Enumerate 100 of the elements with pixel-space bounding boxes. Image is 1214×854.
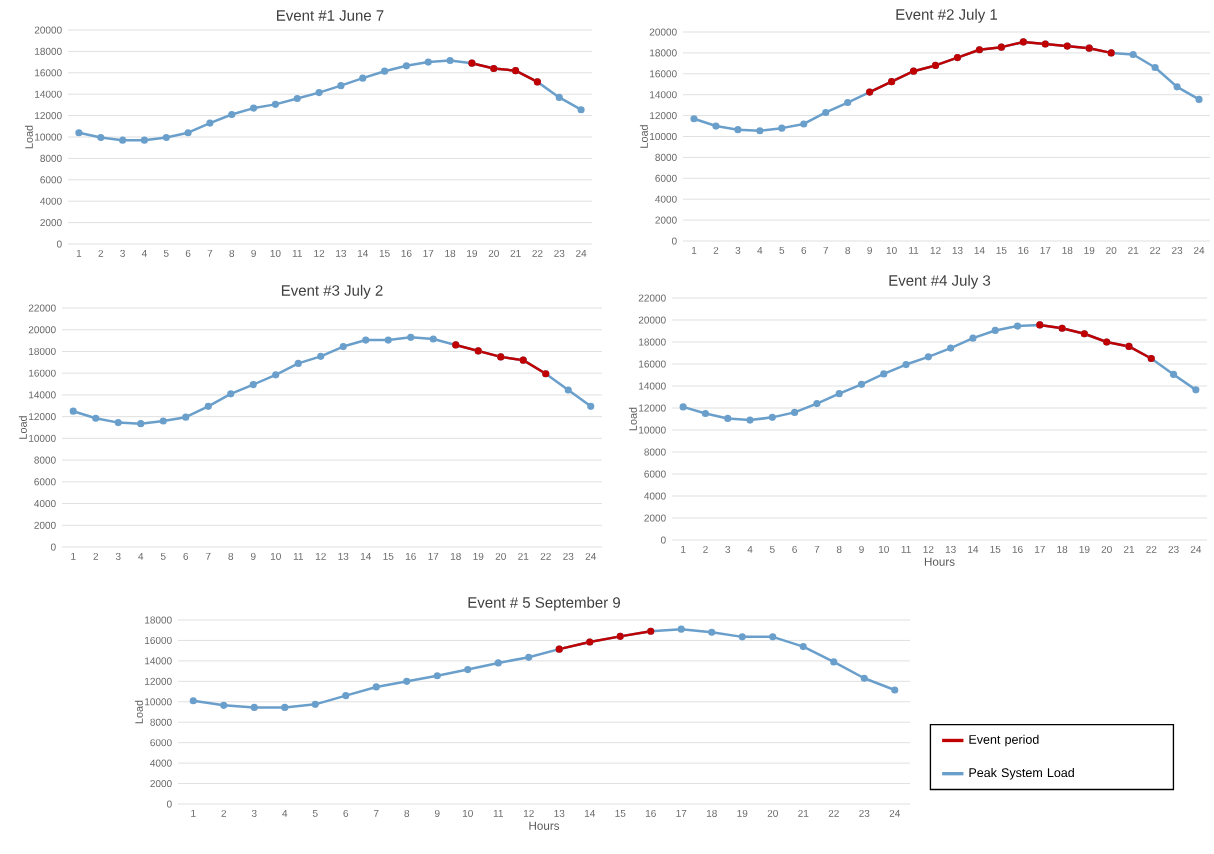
point <box>778 124 786 132</box>
point <box>446 56 454 65</box>
y-tick-label: 8000 <box>34 456 56 464</box>
x-tick-label: 11 <box>909 246 919 254</box>
point <box>372 683 380 691</box>
y-tick-label: 18000 <box>650 49 677 57</box>
point <box>902 360 910 369</box>
point <box>359 74 367 82</box>
y-tick-label: 12000 <box>29 413 56 421</box>
y-tick-label: 14000 <box>650 91 677 99</box>
x-tick-label: 9 <box>250 552 256 560</box>
point <box>424 58 432 66</box>
y-tick-label: 14000 <box>35 90 62 98</box>
y-tick-label: 20000 <box>34 26 62 34</box>
x-tick-label: 17 <box>676 809 687 817</box>
x-tick-label: 18 <box>706 809 717 817</box>
x-tick-label: 22 <box>1150 246 1161 254</box>
point <box>1169 370 1178 379</box>
point <box>189 697 197 705</box>
x-tick-label: 7 <box>374 809 379 817</box>
x-tick-label: 14 <box>360 552 372 560</box>
point <box>844 98 852 107</box>
point <box>1173 83 1181 91</box>
x-tick-label: 13 <box>336 249 347 257</box>
x-tick-label: 3 <box>120 249 125 257</box>
x-tick-label: 13 <box>945 545 956 553</box>
y-tick-label: 12000 <box>639 404 666 412</box>
point <box>294 359 302 367</box>
x-tick-label: 10 <box>878 545 889 553</box>
x-tick-label: 21 <box>1128 246 1139 254</box>
y-tick-label: 18000 <box>29 347 56 355</box>
x-tick-label: 5 <box>769 545 775 553</box>
x-tick-label: 4 <box>747 545 753 553</box>
y-tick-label: 2000 <box>40 219 62 227</box>
point <box>464 666 472 674</box>
point <box>114 419 122 427</box>
y-tick-label: 8000 <box>150 718 172 726</box>
point <box>712 122 720 130</box>
point <box>564 386 572 394</box>
point <box>857 380 866 388</box>
y-tick-label: 0 <box>660 536 666 544</box>
x-tick-label: 1 <box>71 552 76 560</box>
point <box>337 82 345 90</box>
chart-title: Event #2 July 1 <box>896 8 998 23</box>
y-tick-label: 4000 <box>655 195 677 203</box>
y-tick-label: 10000 <box>145 698 172 706</box>
y-tick-label: 4000 <box>150 759 172 767</box>
x-axis-title: Hours <box>529 821 560 830</box>
y-tick-label: 16000 <box>35 69 62 77</box>
x-tick-label: 3 <box>725 545 731 553</box>
point <box>708 628 716 636</box>
point <box>381 67 389 75</box>
x-tick-label: 20 <box>1106 246 1117 254</box>
x-tick-label: 2 <box>703 545 708 553</box>
x-tick-label: 22 <box>1146 545 1157 553</box>
point <box>738 633 746 641</box>
point <box>342 692 350 700</box>
y-tick-label: 6000 <box>40 176 62 184</box>
x-tick-label: 13 <box>554 809 565 817</box>
x-tick-label: 12 <box>923 545 934 553</box>
y-axis-title: Load <box>639 125 648 148</box>
point <box>250 703 258 711</box>
y-tick-label: 8000 <box>644 448 666 456</box>
x-tick-label: 9 <box>867 246 872 254</box>
point <box>69 407 77 415</box>
point <box>250 104 258 112</box>
x-tick-label: 4 <box>141 249 147 257</box>
point <box>969 334 977 342</box>
point <box>800 120 808 128</box>
x-tick-label: 14 <box>974 246 985 254</box>
legend-label: Peak System Load <box>969 767 1074 780</box>
y-tick-label: 10000 <box>35 133 62 141</box>
x-tick-label: 20 <box>488 249 499 257</box>
x-tick-label: 22 <box>532 249 543 257</box>
y-tick-label: 2000 <box>655 216 677 224</box>
point <box>433 672 441 680</box>
x-tick-label: 10 <box>886 246 897 254</box>
point <box>690 115 698 123</box>
x-tick-label: 7 <box>814 545 820 553</box>
x-tick-label: 24 <box>889 809 901 817</box>
point <box>701 409 710 418</box>
y-tick-label: 0 <box>56 240 62 248</box>
y-axis-title: Load <box>24 125 33 149</box>
point <box>1195 95 1203 103</box>
point <box>947 344 955 352</box>
point <box>1192 386 1200 394</box>
y-tick-label: 6000 <box>644 470 666 478</box>
y-tick-label: 20000 <box>638 316 666 324</box>
x-tick-label: 24 <box>1193 246 1205 254</box>
y-tick-label: 20000 <box>28 326 56 334</box>
point <box>813 400 821 408</box>
x-tick-label: 4 <box>138 552 144 560</box>
point <box>677 625 685 633</box>
x-tick-label: 15 <box>615 809 626 817</box>
x-tick-label: 4 <box>282 809 288 817</box>
y-tick-label: 16000 <box>650 70 677 78</box>
y-tick-label: 8000 <box>655 153 677 161</box>
chart-title: Event #3 July 2 <box>281 284 383 299</box>
x-tick-label: 5 <box>163 249 169 257</box>
x-tick-label: 7 <box>823 246 829 254</box>
